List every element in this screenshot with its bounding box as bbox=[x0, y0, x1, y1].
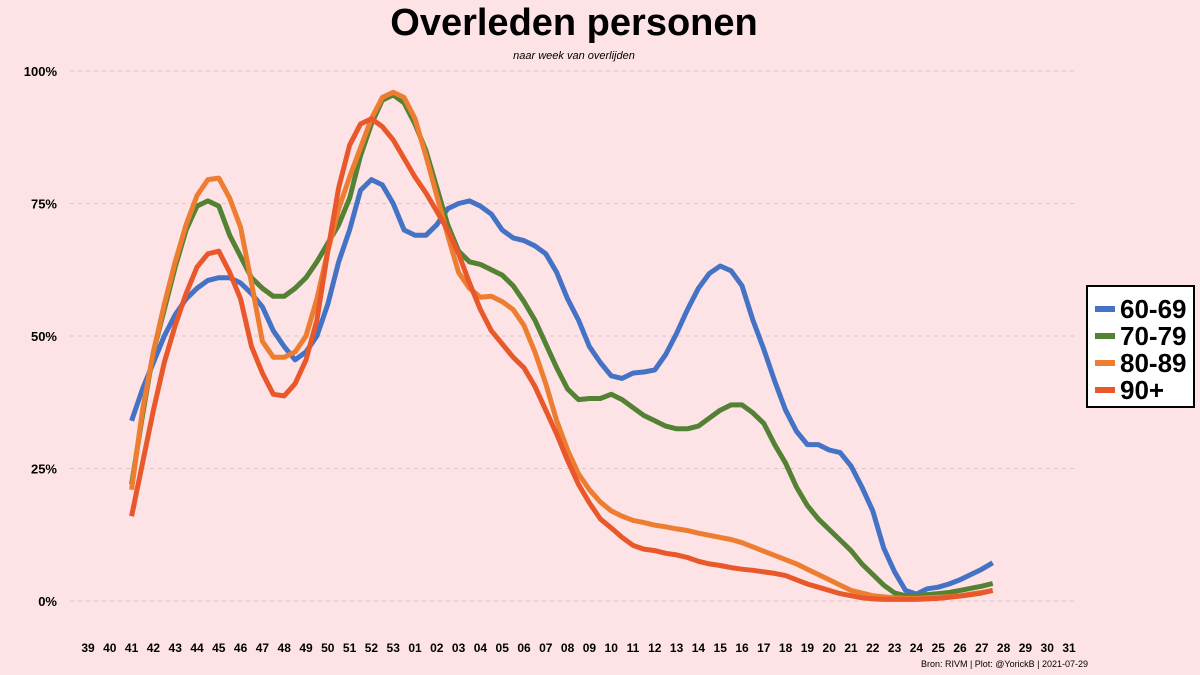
legend-label: 60-69 bbox=[1120, 294, 1187, 324]
series-lines bbox=[129, 89, 994, 602]
x-tick-label: 06 bbox=[517, 641, 531, 655]
x-tick-label: 52 bbox=[365, 641, 379, 655]
y-tick-label: 25% bbox=[31, 462, 57, 477]
x-tick-label: 47 bbox=[256, 641, 270, 655]
series-line-60-69 bbox=[129, 177, 994, 597]
x-tick-label: 45 bbox=[212, 641, 226, 655]
x-tick-label: 15 bbox=[714, 641, 728, 655]
x-tick-label: 19 bbox=[801, 641, 815, 655]
x-tick-label: 14 bbox=[692, 641, 706, 655]
y-tick-label: 0% bbox=[38, 594, 57, 609]
x-tick-label: 22 bbox=[866, 641, 880, 655]
x-tick-label: 27 bbox=[975, 641, 989, 655]
series-line-70-79 bbox=[129, 92, 994, 599]
x-tick-label: 28 bbox=[997, 641, 1011, 655]
chart-subtitle: naar week van overlijden bbox=[513, 50, 635, 62]
chart-title: Overleden personen bbox=[390, 2, 757, 44]
x-tick-label: 12 bbox=[648, 641, 662, 655]
x-tick-label: 31 bbox=[1062, 641, 1076, 655]
x-tick-label: 07 bbox=[539, 641, 553, 655]
x-tick-label: 46 bbox=[234, 641, 248, 655]
x-tick-label: 26 bbox=[953, 641, 967, 655]
x-tick-label: 20 bbox=[823, 641, 837, 655]
x-tick-label: 13 bbox=[670, 641, 684, 655]
x-tick-label: 39 bbox=[81, 641, 95, 655]
x-tick-label: 18 bbox=[779, 641, 793, 655]
x-tick-label: 25 bbox=[932, 641, 946, 655]
x-tick-label: 40 bbox=[103, 641, 117, 655]
series-line-90+ bbox=[129, 116, 994, 602]
x-tick-label: 05 bbox=[496, 641, 510, 655]
x-tick-label: 16 bbox=[735, 641, 749, 655]
x-tick-label: 51 bbox=[343, 641, 357, 655]
x-tick-label: 01 bbox=[408, 641, 422, 655]
x-tick-label: 42 bbox=[147, 641, 161, 655]
x-tick-label: 24 bbox=[910, 641, 924, 655]
x-tick-label: 30 bbox=[1041, 641, 1055, 655]
x-tick-label: 41 bbox=[125, 641, 139, 655]
x-tick-label: 50 bbox=[321, 641, 335, 655]
x-tick-label: 48 bbox=[278, 641, 292, 655]
x-axis-ticks: 39 40 41 42 43 44 45 46 47 48 49 50 51 52 53 01 02 03 04 05… bbox=[81, 641, 1076, 655]
x-tick-label: 21 bbox=[844, 641, 858, 655]
x-tick-label: 10 bbox=[605, 641, 619, 655]
x-tick-label: 08 bbox=[561, 641, 575, 655]
y-tick-label: 75% bbox=[31, 197, 57, 212]
x-tick-label: 11 bbox=[627, 641, 640, 655]
x-tick-label: 03 bbox=[452, 641, 466, 655]
y-tick-label: 50% bbox=[31, 329, 57, 344]
series-line-80-89 bbox=[129, 89, 994, 601]
source-caption: Bron: RIVM | Plot: @YorickB | 2021-07-29 bbox=[921, 659, 1088, 669]
y-tick-label: 100% bbox=[24, 64, 58, 79]
x-tick-label: 53 bbox=[387, 641, 401, 655]
x-tick-label: 43 bbox=[169, 641, 183, 655]
x-tick-label: 17 bbox=[757, 641, 771, 655]
gridlines bbox=[70, 70, 1075, 602]
legend-label: 80-89 bbox=[1120, 348, 1187, 378]
x-tick-label: 04 bbox=[474, 641, 488, 655]
x-tick-label: 29 bbox=[1019, 641, 1033, 655]
x-tick-label: 44 bbox=[190, 641, 204, 655]
legend-label: 70-79 bbox=[1120, 321, 1187, 351]
y-axis-ticks: 0% 25% 50% 75% 100% bbox=[24, 64, 58, 609]
x-tick-label: 02 bbox=[430, 641, 444, 655]
x-tick-label: 09 bbox=[583, 641, 597, 655]
x-tick-label: 23 bbox=[888, 641, 902, 655]
x-tick-label: 49 bbox=[299, 641, 313, 655]
legend-label: 90+ bbox=[1120, 375, 1164, 405]
